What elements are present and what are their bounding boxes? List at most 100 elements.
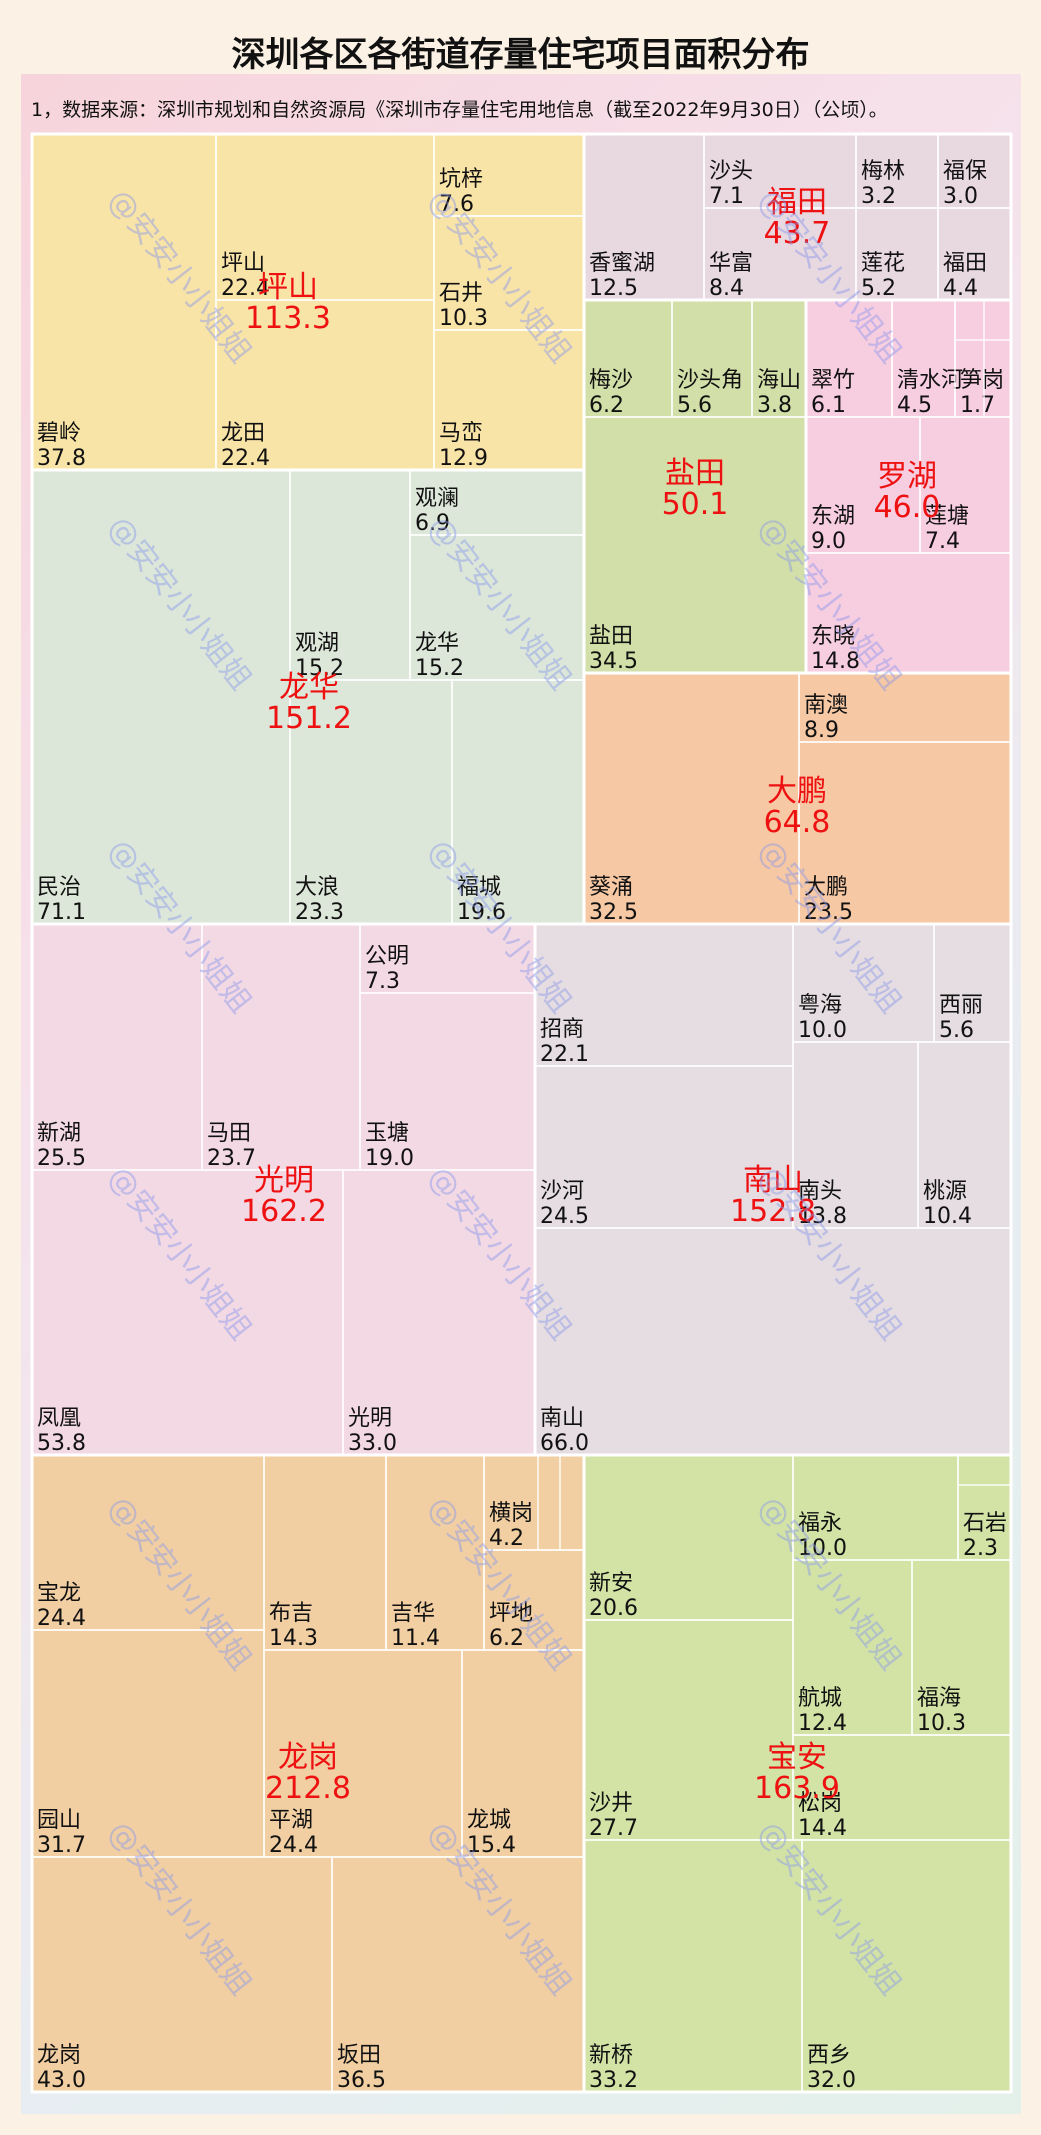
street-value-label: 10.3 [439,306,488,331]
street-value-label: 5.6 [939,1018,974,1043]
street-name-label: 石井 [439,281,483,306]
street-value-label: 15.4 [467,1833,516,1858]
street-name-label: 航城 [798,1686,842,1711]
street-name-label: 沙河 [540,1179,584,1204]
street-value-label: 10.4 [923,1204,972,1229]
street-name-label: 大鹏 [804,875,848,900]
street-name-label: 梅林 [861,159,905,184]
street-name-label: 大浪 [295,875,339,900]
street-name-label: 玉塘 [365,1121,409,1146]
street-value-label: 1.7 [960,393,995,418]
street-name-label: 沙头角 [677,368,743,393]
street-value-label: 8.9 [804,718,839,743]
street-name-label: 南山 [540,1406,584,1431]
street-value-label: 23.3 [295,900,344,925]
district-border [582,1453,1013,2094]
street-value-label: 66.0 [540,1431,589,1456]
street-value-label: 34.5 [589,649,638,674]
district-rect [30,1453,586,2094]
street-value-label: 31.7 [37,1833,86,1858]
street-name-label: 笋岗 [960,368,1004,393]
district-rect [582,298,808,675]
district-rect [30,922,537,1457]
street-name-label: 翠竹 [811,368,855,393]
street-value-label: 10.3 [917,1711,966,1736]
street-name-label: 福城 [457,875,501,900]
street-value-label: 32.5 [589,900,638,925]
street-name-label: 新桥 [589,2043,633,2068]
street-value-label: 27.7 [589,1816,638,1841]
street-value-label: 12.9 [439,446,488,471]
street-value-label: 43.0 [37,2068,86,2093]
street-name-label: 招商 [540,1017,584,1042]
chart-title: 深圳各区各街道存量住宅项目面积分布 [231,35,810,75]
street-name-label: 观湖 [295,631,339,656]
street-value-label: 14.4 [798,1816,847,1841]
street-value-label: 12.5 [589,276,638,301]
street-name-label: 东湖 [811,504,855,529]
street-name-label: 桃源 [923,1179,967,1204]
street-name-label: 福海 [917,1686,961,1711]
street-name-label: 龙田 [221,421,265,446]
street-value-label: 23.5 [804,900,853,925]
street-name-label: 龙岗 [37,2043,81,2068]
street-value-label: 53.8 [37,1431,86,1456]
street-value-label: 33.0 [348,1431,397,1456]
district-name-label: 盐田 [665,456,725,491]
street-value-label: 6.9 [415,511,450,536]
street-value-label: 24.5 [540,1204,589,1229]
street-value-label: 32.0 [807,2068,856,2093]
street-value-label: 5.6 [677,393,712,418]
data-source-note: 1，数据来源：深圳市规划和自然资源局《深圳市存量住宅用地信息（截至2022年9月… [31,99,888,121]
district-name-label: 光明 [254,1163,314,1198]
district-rect [533,922,1013,1457]
street-value-label: 71.1 [37,900,86,925]
street-value-label: 19.6 [457,900,506,925]
district-name-label: 龙岗 [278,1740,338,1775]
street-value-label: 22.4 [221,276,270,301]
street-name-label: 葵涌 [589,875,633,900]
street-name-label: 福田 [943,251,987,276]
street-value-label: 25.5 [37,1146,86,1171]
street-name-label: 民治 [37,875,81,900]
street-value-label: 5.2 [861,276,896,301]
street-name-label: 龙华 [415,631,459,656]
district-name-label: 南山 [743,1163,803,1198]
street-value-label: 14.3 [269,1626,318,1651]
street-name-label: 莲塘 [925,504,969,529]
street-value-label: 12.4 [798,1711,847,1736]
street-name-label: 西丽 [939,993,983,1018]
district-name-label: 坪山 [258,270,318,305]
street-value-label: 6.2 [489,1626,524,1651]
street-name-label: 沙头 [709,159,753,184]
district-value-label: 64.8 [764,805,831,840]
district-value-label: 212.8 [265,1771,351,1806]
district-value-label: 50.1 [662,487,729,522]
street-name-label: 公明 [365,944,409,969]
street-value-label: 8.4 [709,276,744,301]
street-value-label: 2.3 [963,1536,998,1561]
street-name-label: 粤海 [798,993,842,1018]
street-name-label: 清水河 [897,368,963,393]
street-value-label: 15.2 [415,656,464,681]
street-value-label: 20.6 [589,1596,638,1621]
street-value-label: 7.6 [439,192,474,217]
street-value-label: 22.4 [221,446,270,471]
street-value-label: 19.0 [365,1146,414,1171]
street-name-label: 南澳 [804,693,848,718]
street-name-label: 福永 [798,1511,842,1536]
street-value-label: 3.0 [943,184,978,209]
street-name-label: 莲花 [861,251,905,276]
street-value-label: 11.4 [391,1626,440,1651]
street-value-label: 10.0 [798,1536,847,1561]
street-name-label: 南头 [798,1179,842,1204]
street-value-label: 15.2 [295,656,344,681]
district-name-label: 福田 [767,185,827,220]
street-name-label: 福保 [943,159,987,184]
street-value-label: 4.4 [943,276,978,301]
street-name-label: 布吉 [269,1601,313,1626]
street-value-label: 7.1 [709,184,744,209]
street-value-label: 7.4 [925,529,960,554]
